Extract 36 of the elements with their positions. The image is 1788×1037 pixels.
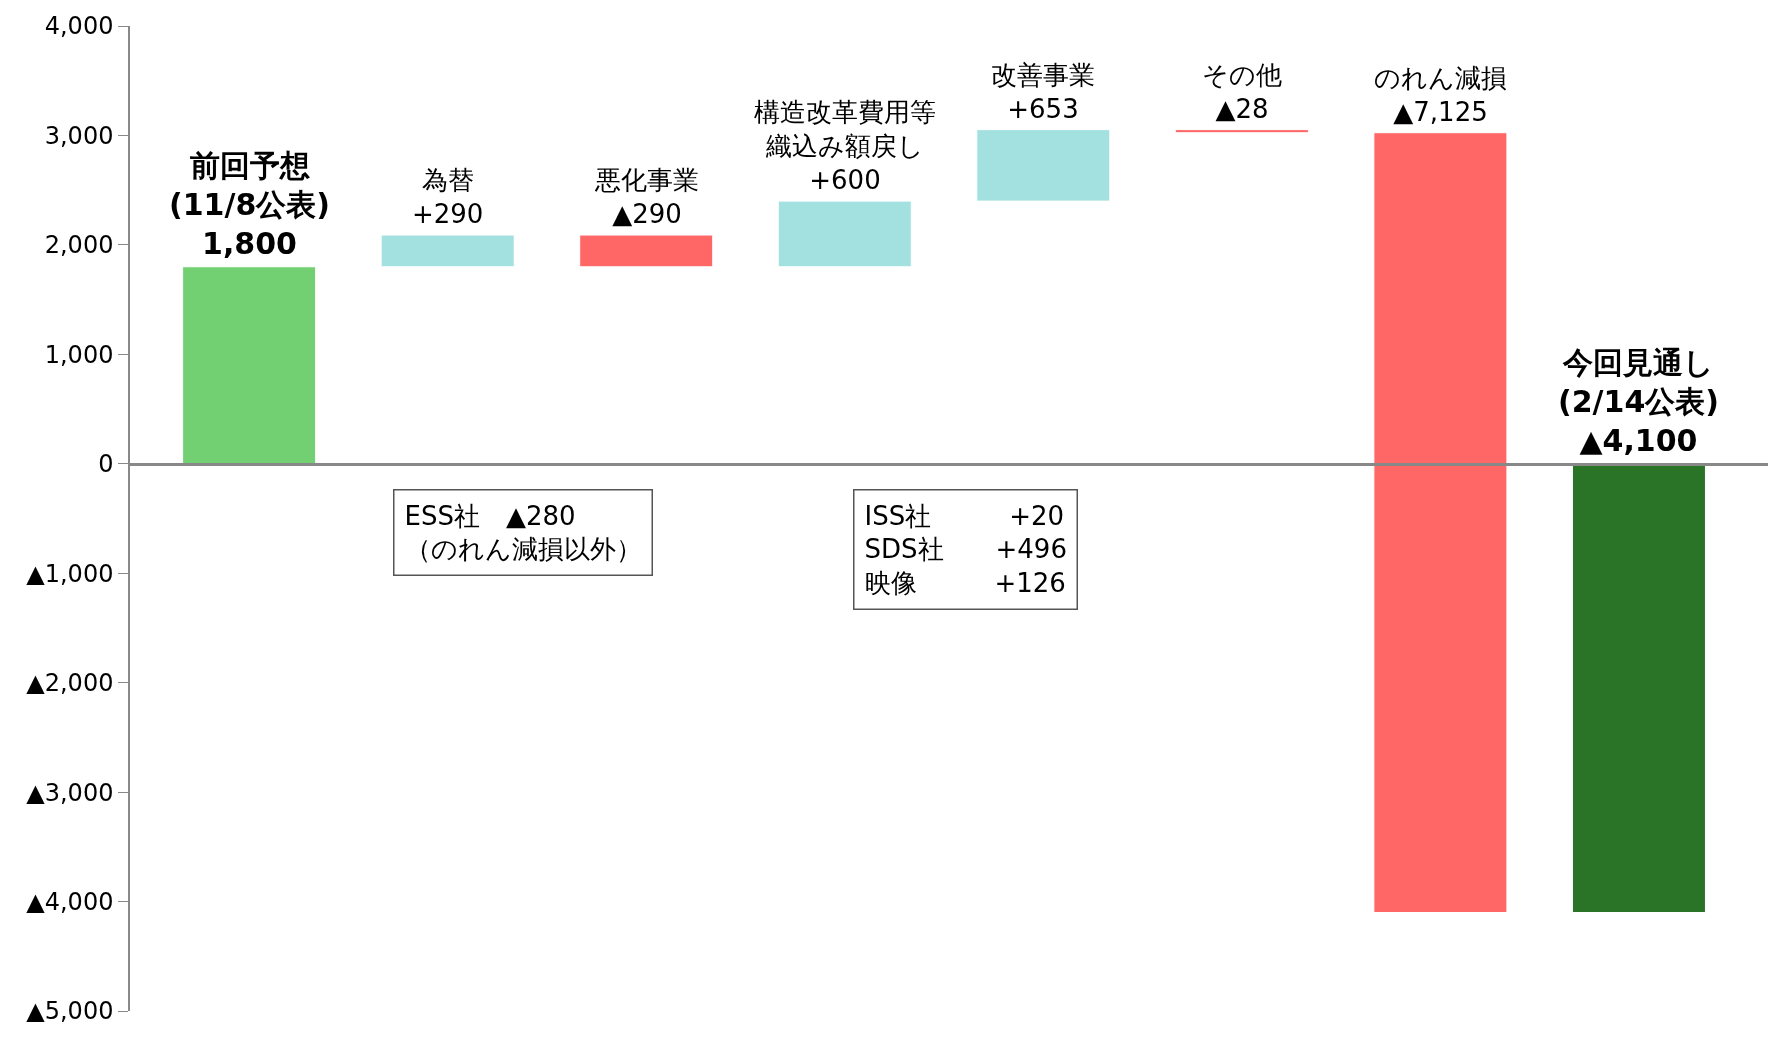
y-tick-label: 1,000 — [44, 340, 114, 369]
data-label: +600 — [809, 164, 881, 195]
annotation: ISS社 +20 SDS社 +496 映像 +126 — [864, 500, 1067, 599]
x-tick-label: のれん減損 — [1374, 63, 1507, 93]
bar — [976, 129, 1111, 202]
y-tick-label: ▲5,000 — [26, 997, 114, 1026]
bar — [380, 234, 515, 268]
x-tick-label: 改善事業 — [991, 60, 1095, 90]
y-tick-label: 3,000 — [44, 121, 114, 150]
data-label: ▲290 — [612, 198, 682, 229]
y-tick-label: ▲4,000 — [26, 887, 114, 916]
bar — [777, 200, 912, 268]
annotation: ESS社 ▲280 （のれん減損以外） — [404, 500, 642, 565]
y-tick-label: 0 — [98, 450, 114, 479]
data-label: +290 — [412, 198, 484, 229]
data-label: ▲7,125 — [1393, 96, 1488, 127]
data-label: +653 — [1007, 93, 1079, 124]
bar — [1571, 463, 1706, 913]
data-label: ▲4,100 — [1579, 423, 1698, 458]
bar — [1174, 129, 1309, 134]
x-tick-label: 今回見通し (2/14公表) — [1558, 345, 1720, 419]
y-tick-label: 2,000 — [44, 231, 114, 260]
bar — [579, 234, 714, 268]
x-tick-label: その他 — [1202, 60, 1282, 90]
y-tick-label: ▲3,000 — [26, 778, 114, 807]
y-tick-label: 4,000 — [44, 12, 114, 41]
x-tick-label: 悪化事業 — [594, 165, 699, 195]
bar — [182, 266, 317, 465]
y-tick-label: ▲1,000 — [26, 559, 114, 588]
data-label: 1,800 — [202, 226, 297, 261]
data-label: ▲28 — [1215, 93, 1269, 124]
x-tick-label: 前回予想 (11/8公表) — [169, 148, 331, 222]
bar — [1373, 132, 1508, 913]
x-tick-label: 為替 — [421, 165, 474, 195]
x-tick-label: 構造改革費用等織込み額戻し — [754, 97, 936, 161]
y-tick-label: ▲2,000 — [26, 669, 114, 698]
